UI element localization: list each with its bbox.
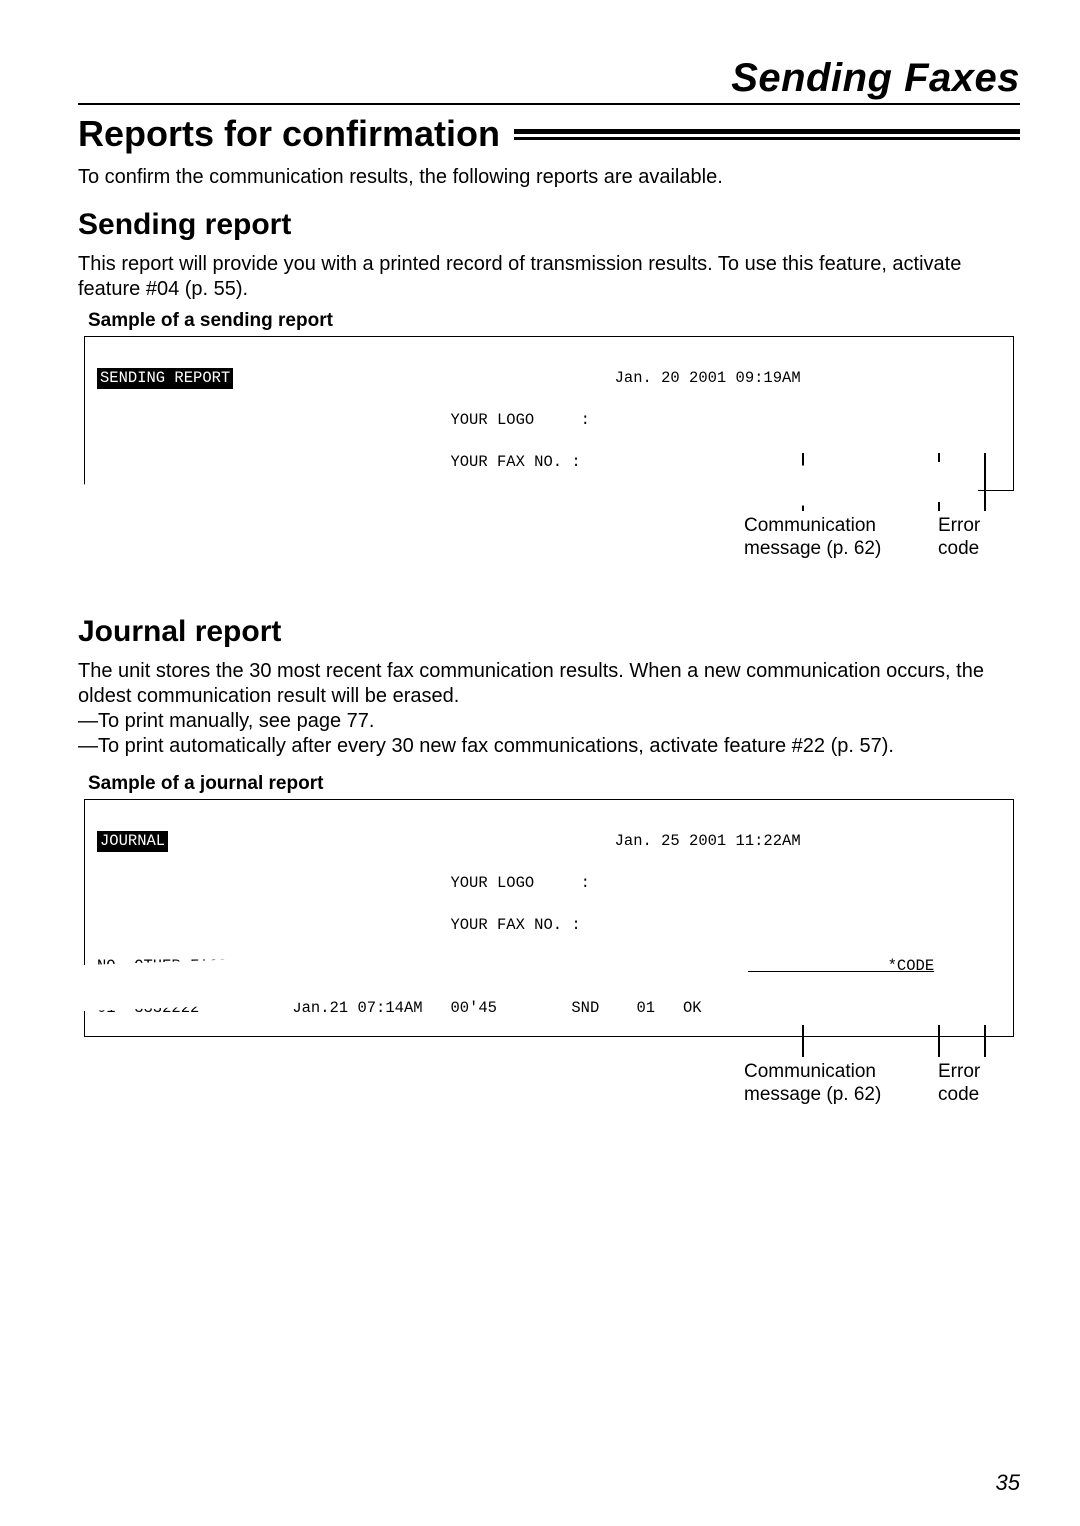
chapter-title: Sending Faxes <box>78 56 1020 105</box>
journal-report-ts: Jan. 25 2001 11:22AM <box>615 832 801 850</box>
sending-report-timestamp <box>233 369 614 387</box>
sending-report-title: SENDING REPORT <box>97 368 233 389</box>
journal-callout-err: Error code <box>938 1061 1014 1107</box>
journal-cut <box>78 1019 1020 1041</box>
sending-cut <box>78 473 1020 495</box>
journal-heading: Journal report <box>78 615 1020 649</box>
journal-callout-comm: Communication message (p. 62) <box>744 1061 881 1107</box>
sending-heading: Sending report <box>78 208 1020 242</box>
journal-report-title: JOURNAL <box>97 831 168 852</box>
journal-sample-label: Sample of a journal report <box>88 773 1020 795</box>
sending-report-ts: Jan. 20 2001 09:19AM <box>615 369 801 387</box>
sending-sample-label: Sample of a sending report <box>88 310 1020 332</box>
heading-rule <box>514 129 1020 140</box>
main-heading-wrap: Reports for confirmation <box>78 113 1020 155</box>
journal-faxno-line: YOUR FAX NO. : <box>97 915 1001 936</box>
journal-desc2: —To print manually, see page 77. <box>78 709 1020 734</box>
sending-logo-line: YOUR LOGO : <box>97 410 1001 431</box>
journal-callouts: Communication message (p. 62) Error code <box>84 1047 1014 1127</box>
main-heading: Reports for confirmation <box>78 113 500 155</box>
journal-logo-line: YOUR LOGO : <box>97 873 1001 894</box>
sending-desc: This report will provide you with a prin… <box>78 252 1020 302</box>
page-number: 35 <box>996 1470 1020 1496</box>
journal-desc3: —To print automatically after every 30 n… <box>78 734 1020 759</box>
sending-callout-comm: Communication message (p. 62) <box>744 515 881 561</box>
intro-text: To confirm the communication results, th… <box>78 165 1020 190</box>
sending-callout-err: Error code <box>938 515 1014 561</box>
journal-desc1: The unit stores the 30 most recent fax c… <box>78 659 1020 709</box>
